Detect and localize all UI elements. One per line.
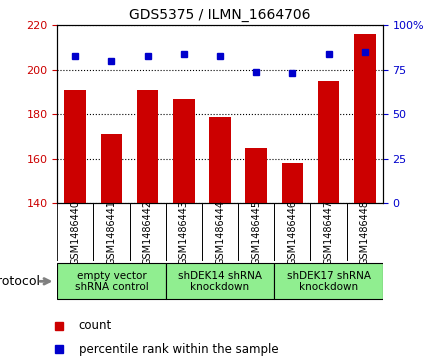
- Bar: [354, 34, 376, 363]
- Text: shDEK17 shRNA
knockdown: shDEK17 shRNA knockdown: [286, 270, 370, 292]
- Bar: [57, 203, 93, 261]
- Text: GSM1486447: GSM1486447: [323, 200, 334, 265]
- Bar: [137, 90, 158, 363]
- Bar: [101, 134, 122, 363]
- Bar: [64, 90, 86, 363]
- Text: GSM1486440: GSM1486440: [70, 200, 80, 265]
- Bar: [209, 117, 231, 363]
- Text: GSM1486442: GSM1486442: [143, 200, 153, 265]
- Bar: [282, 163, 303, 363]
- Text: empty vector
shRNA control: empty vector shRNA control: [75, 270, 148, 292]
- Bar: [311, 203, 347, 261]
- Bar: [57, 263, 166, 299]
- Bar: [274, 203, 311, 261]
- Text: GSM1486446: GSM1486446: [287, 200, 297, 265]
- Text: count: count: [79, 319, 112, 333]
- Title: GDS5375 / ILMN_1664706: GDS5375 / ILMN_1664706: [129, 8, 311, 22]
- Text: protocol: protocol: [0, 275, 41, 288]
- Text: GSM1486441: GSM1486441: [106, 200, 117, 265]
- Text: GSM1486444: GSM1486444: [215, 200, 225, 265]
- Bar: [166, 263, 274, 299]
- Text: shDEK14 shRNA
knockdown: shDEK14 shRNA knockdown: [178, 270, 262, 292]
- Bar: [202, 203, 238, 261]
- Text: GSM1486443: GSM1486443: [179, 200, 189, 265]
- Text: GSM1486448: GSM1486448: [360, 200, 370, 265]
- Bar: [246, 148, 267, 363]
- Bar: [274, 263, 383, 299]
- Bar: [129, 203, 166, 261]
- Bar: [166, 203, 202, 261]
- Text: percentile rank within the sample: percentile rank within the sample: [79, 343, 279, 356]
- Bar: [93, 203, 129, 261]
- Bar: [347, 203, 383, 261]
- Bar: [238, 203, 274, 261]
- Bar: [173, 99, 194, 363]
- Text: GSM1486445: GSM1486445: [251, 200, 261, 265]
- Bar: [318, 81, 339, 363]
